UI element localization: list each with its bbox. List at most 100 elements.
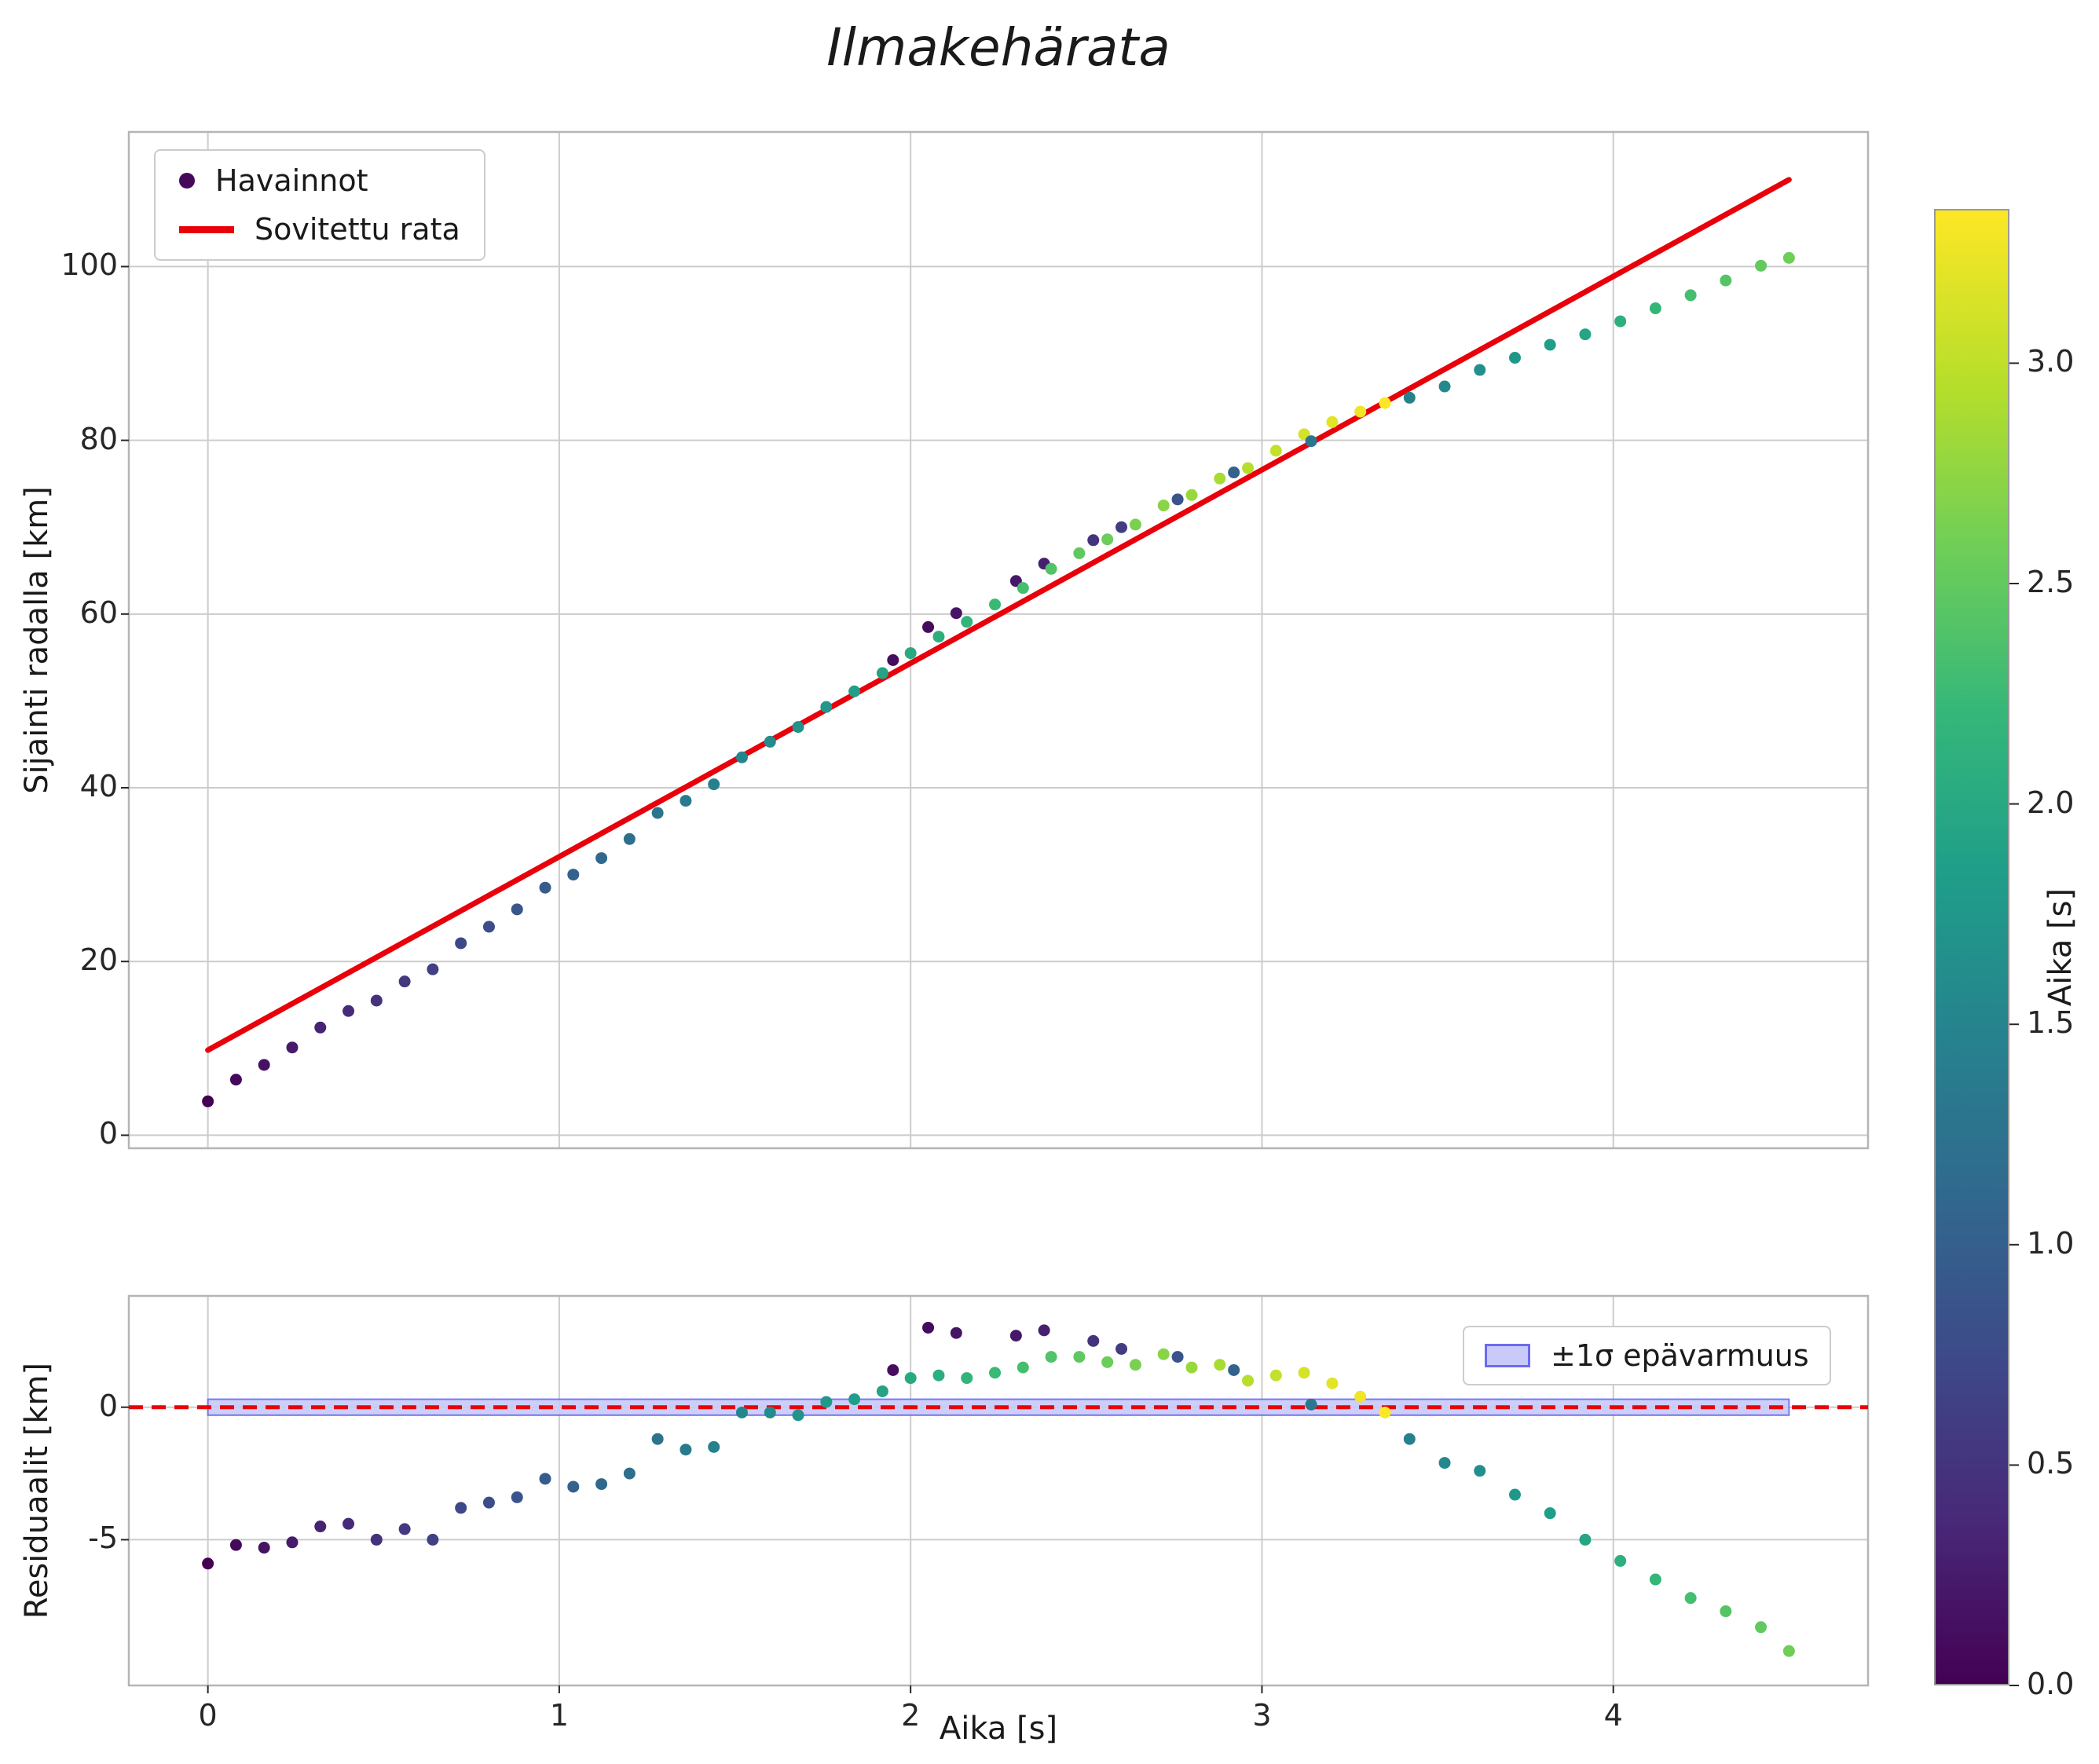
scatter-point xyxy=(1115,521,1128,533)
bottom-y-tick-label: -5 xyxy=(88,1521,118,1556)
scatter-point xyxy=(651,807,664,819)
residual-point xyxy=(1157,1348,1170,1360)
scatter-point xyxy=(1087,534,1100,547)
bottom-y-tick-label: 0 xyxy=(98,1388,118,1423)
scatter-point xyxy=(1129,518,1141,531)
scatter-point xyxy=(623,833,636,845)
scatter-point xyxy=(848,685,861,697)
scatter-point xyxy=(1101,533,1114,546)
colorbar-tick-label: 2.5 xyxy=(2027,565,2075,599)
colorbar-tick-label: 0.5 xyxy=(2027,1446,2075,1481)
top-y-tick-label: 60 xyxy=(79,595,118,630)
scatter-point xyxy=(455,937,467,950)
scatter-point xyxy=(904,647,917,660)
scatter-point xyxy=(1073,547,1086,559)
bottom-legend: ±1σ epävarmuus xyxy=(1463,1326,1831,1385)
scatter-point xyxy=(258,1059,270,1071)
residual-point xyxy=(427,1533,439,1546)
legend-fit-label: Sovitettu rata xyxy=(255,212,460,247)
scatter-point xyxy=(764,735,776,748)
residual-point xyxy=(455,1502,467,1514)
scatter-point xyxy=(202,1095,214,1107)
residual-point xyxy=(398,1523,411,1535)
residual-point xyxy=(1045,1351,1057,1363)
residual-point xyxy=(792,1409,804,1422)
scatter-point xyxy=(1269,445,1282,457)
residual-point xyxy=(1129,1359,1141,1371)
colorbar-tick-label: 1.5 xyxy=(2027,1005,2075,1041)
scatter-point xyxy=(876,667,888,679)
scatter-point xyxy=(708,778,720,791)
scatter-point xyxy=(398,975,411,988)
scatter-point xyxy=(1614,315,1627,328)
legend-item-fit: Sovitettu rata xyxy=(179,212,460,247)
scatter-point xyxy=(950,607,962,620)
residual-point xyxy=(286,1536,299,1549)
scatter-point xyxy=(1171,493,1184,506)
scatter-point xyxy=(1228,467,1240,479)
top-y-axis-label: Sijainti radalla [km] xyxy=(19,486,55,794)
top-legend: Havainnot Sovitettu rata xyxy=(154,149,485,261)
scatter-point xyxy=(1326,415,1339,428)
bottom-y-axis-label: Residuaalit [km] xyxy=(19,1362,55,1619)
residual-point xyxy=(1508,1488,1521,1501)
residual-point xyxy=(989,1367,1002,1379)
residual-point xyxy=(1214,1359,1226,1371)
colorbar-tick-label: 3.0 xyxy=(2027,344,2075,379)
residual-point xyxy=(1326,1377,1339,1389)
residual-point xyxy=(904,1372,917,1385)
colorbar-tick-label: 1.0 xyxy=(2027,1225,2075,1261)
residual-point xyxy=(258,1542,270,1554)
residual-point xyxy=(1720,1605,1732,1618)
scatter-point xyxy=(1684,289,1697,302)
scatter-point xyxy=(820,701,833,713)
x-tick-label: 0 xyxy=(198,1698,218,1733)
scatter-point xyxy=(1185,489,1198,501)
scatter-point xyxy=(1017,582,1029,595)
residual-point xyxy=(1305,1398,1317,1411)
legend-item-band: ±1σ epävarmuus xyxy=(1485,1338,1809,1373)
scatter-point xyxy=(1474,364,1486,376)
residual-point xyxy=(932,1369,945,1382)
scatter-point xyxy=(680,795,692,807)
residual-point xyxy=(623,1467,636,1480)
scatter-point xyxy=(511,903,523,916)
x-tick-label: 1 xyxy=(549,1698,569,1733)
colorbar xyxy=(1934,209,2009,1685)
residual-point xyxy=(229,1539,242,1551)
scatter-point xyxy=(1720,274,1732,287)
residual-point xyxy=(1684,1592,1697,1605)
fit-line-legend-marker-icon xyxy=(179,225,234,233)
scatter-point xyxy=(229,1074,242,1086)
scatter-point xyxy=(286,1041,299,1054)
top-y-tick-label: 40 xyxy=(79,769,118,804)
residual-point xyxy=(1782,1645,1795,1657)
scatter-point xyxy=(1242,462,1255,474)
scatter-point xyxy=(595,852,608,865)
residual-point xyxy=(567,1480,580,1493)
colorbar-tick-label: 2.0 xyxy=(2027,785,2075,820)
top-axes-frame xyxy=(127,130,1870,1150)
residual-point xyxy=(539,1473,551,1485)
residual-point xyxy=(1354,1390,1367,1403)
residual-point xyxy=(1614,1554,1627,1567)
residual-point xyxy=(950,1327,962,1339)
scatter-point xyxy=(1438,380,1451,393)
residual-point xyxy=(370,1533,383,1546)
residual-point xyxy=(1298,1367,1310,1379)
scatter-point xyxy=(370,994,383,1007)
scatter-legend-marker-icon xyxy=(179,173,195,188)
residual-point xyxy=(961,1372,973,1385)
scatter-point xyxy=(1508,352,1521,364)
scatter-point xyxy=(735,751,748,763)
residual-point xyxy=(820,1396,833,1408)
x-axis-label: Aika [s] xyxy=(939,1711,1058,1747)
scatter-point xyxy=(932,631,945,643)
residual-point xyxy=(343,1517,355,1530)
x-tick-label: 4 xyxy=(1603,1698,1623,1733)
scatter-point xyxy=(1544,339,1556,351)
uncertainty-band-legend-marker-icon xyxy=(1485,1344,1530,1367)
scatter-point xyxy=(314,1021,327,1034)
residual-point xyxy=(651,1433,664,1445)
